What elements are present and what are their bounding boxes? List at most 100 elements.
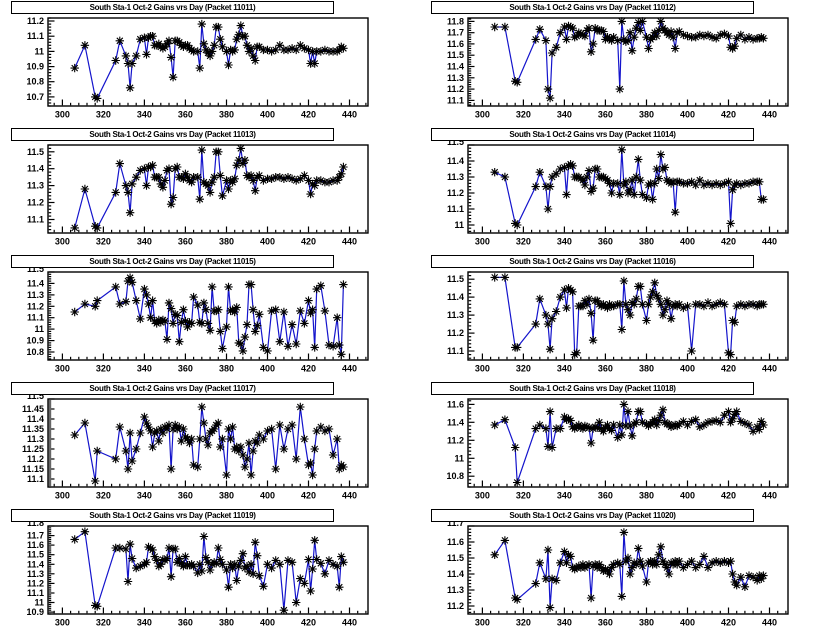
svg-text:11.5: 11.5 [27, 550, 44, 560]
svg-text:11.2: 11.2 [447, 84, 464, 94]
svg-text:340: 340 [137, 618, 152, 628]
tick-labels: 300 320 340 360 380 400 420 44011.111.1511.211.… [22, 391, 357, 501]
svg-text:11.1: 11.1 [27, 31, 44, 41]
svg-text:11.4: 11.4 [447, 292, 464, 302]
svg-text:11.2: 11.2 [447, 188, 464, 198]
svg-text:300: 300 [475, 237, 490, 247]
chart-title: South Sta-1 Oct-2 Gains vrs Day (Packet … [11, 128, 334, 141]
svg-text:320: 320 [96, 618, 111, 628]
tick-labels: 300 320 340 360 380 400 420 440 11 11.1 11.2 11.3 11… [447, 137, 777, 247]
svg-text:320: 320 [96, 364, 111, 374]
svg-text:380: 380 [639, 618, 654, 628]
svg-text:360: 360 [178, 364, 193, 374]
svg-text:11: 11 [34, 598, 44, 608]
data-markers-star-icon [70, 527, 348, 615]
svg-text:400: 400 [260, 237, 275, 247]
svg-text:320: 320 [516, 110, 531, 120]
svg-text:10.7: 10.7 [26, 92, 44, 102]
plot-frame [47, 398, 369, 488]
svg-text:10.8: 10.8 [26, 347, 44, 357]
plot-area-svg: 300 320 340 360 380 400 420 440 10.8 11 11.2 11.4 11… [446, 398, 789, 501]
plot-frame [467, 525, 789, 615]
svg-text:11.1: 11.1 [27, 215, 44, 225]
plot-area-svg: 300 320 340 360 380 400 420 44011.111.1511.211.… [22, 391, 369, 501]
svg-text:11.3: 11.3 [27, 569, 44, 579]
svg-text:320: 320 [96, 237, 111, 247]
chart-title: South Sta-1 Oct-2 Gains vrs Day (Packet … [431, 1, 754, 14]
svg-text:320: 320 [96, 110, 111, 120]
svg-text:420: 420 [301, 491, 316, 501]
svg-text:300: 300 [55, 364, 70, 374]
svg-text:300: 300 [475, 364, 490, 374]
svg-text:420: 420 [721, 618, 736, 628]
svg-text:340: 340 [137, 491, 152, 501]
svg-text:11.2: 11.2 [27, 16, 44, 26]
data-markers-star-icon [490, 145, 768, 230]
svg-text:380: 380 [639, 110, 654, 120]
axis-ticks [467, 525, 789, 615]
svg-text:11.2: 11.2 [27, 198, 44, 208]
svg-text:320: 320 [516, 491, 531, 501]
svg-text:340: 340 [137, 110, 152, 120]
svg-text:440: 440 [762, 110, 777, 120]
svg-text:400: 400 [680, 237, 695, 247]
svg-text:11.3: 11.3 [27, 181, 44, 191]
svg-text:340: 340 [137, 237, 152, 247]
svg-text:11.35: 11.35 [22, 424, 44, 434]
svg-text:420: 420 [301, 237, 316, 247]
svg-text:400: 400 [680, 110, 695, 120]
svg-text:11.5: 11.5 [27, 391, 44, 401]
svg-text:11.5: 11.5 [447, 50, 464, 60]
svg-text:380: 380 [219, 110, 234, 120]
svg-text:360: 360 [598, 237, 613, 247]
svg-text:11.1: 11.1 [27, 588, 44, 598]
plot-frame [467, 17, 789, 107]
svg-text:300: 300 [475, 491, 490, 501]
svg-text:10.9: 10.9 [26, 607, 44, 617]
data-markers-star-icon [490, 17, 768, 103]
svg-text:360: 360 [598, 618, 613, 628]
axis-ticks [467, 271, 789, 361]
svg-text:300: 300 [55, 110, 70, 120]
svg-text:10.9: 10.9 [26, 62, 44, 72]
svg-text:440: 440 [762, 364, 777, 374]
axis-ticks [47, 525, 369, 615]
svg-text:320: 320 [96, 491, 111, 501]
svg-text:10.8: 10.8 [446, 471, 464, 481]
svg-text:340: 340 [557, 618, 572, 628]
plot-area-svg: 300 320 340 360 380 400 420 440 11.2 11.3 11.4 11.5… [447, 518, 789, 628]
svg-text:11.8: 11.8 [447, 16, 464, 26]
svg-text:11.6: 11.6 [447, 399, 464, 409]
svg-text:11: 11 [34, 46, 44, 56]
svg-text:11.4: 11.4 [447, 62, 464, 72]
svg-text:320: 320 [516, 364, 531, 374]
chart-pad-11014: 300 320 340 360 380 400 420 440 11 11.1 11.2 11.3 11… [420, 127, 840, 254]
axis-ticks [467, 398, 789, 488]
svg-text:11: 11 [454, 453, 464, 463]
plot-area-svg: 300 320 340 360 380 400 420 44010.91111.111.211… [26, 518, 369, 628]
svg-text:11.5: 11.5 [27, 147, 44, 157]
svg-text:11.8: 11.8 [27, 518, 44, 528]
svg-text:11.1: 11.1 [27, 474, 44, 484]
svg-text:11.7: 11.7 [447, 28, 464, 38]
svg-text:380: 380 [639, 364, 654, 374]
chart-pad-11019: 300 320 340 360 380 400 420 440 10.9 11 11.1 11.2 11… [0, 508, 420, 635]
svg-text:400: 400 [260, 491, 275, 501]
svg-text:11.2: 11.2 [27, 578, 44, 588]
chart-pad-11020: 300 320 340 360 380 400 420 440 11.2 11.3 11.4 11.5… [420, 508, 840, 635]
svg-text:11.15: 11.15 [22, 464, 44, 474]
chart-pad-11016: 300 320 340 360 380 400 420 440 11.1 11.2 11.3 11.4… [420, 254, 840, 381]
axis-ticks [47, 271, 369, 361]
chart-title: South Sta-1 Oct-2 Gains vrs Day (Packet … [11, 509, 334, 522]
data-markers-star-icon [490, 273, 768, 359]
svg-text:360: 360 [178, 110, 193, 120]
svg-text:380: 380 [219, 237, 234, 247]
plot-frame [467, 398, 789, 488]
svg-text:11.1: 11.1 [447, 204, 464, 214]
svg-text:11.4: 11.4 [447, 417, 464, 427]
tick-labels: 300 320 340 360 380 400 420 44010.91111.111.211… [26, 518, 357, 628]
plot-frame [47, 17, 369, 107]
axis-ticks [467, 144, 789, 234]
svg-text:11.1: 11.1 [27, 313, 44, 323]
